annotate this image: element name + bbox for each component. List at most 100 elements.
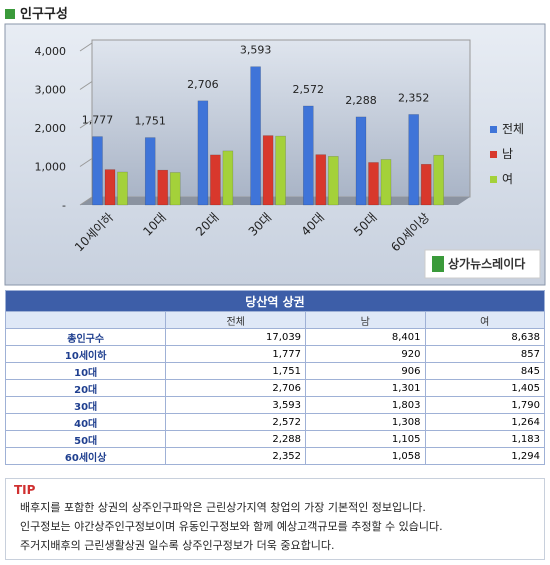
table-row: 10대 1,751 906 845 [4, 362, 546, 380]
cell: 8,401 [305, 328, 426, 346]
bar [315, 154, 327, 206]
data-label: 2,352 [398, 91, 430, 104]
row-label: 10세이하 [4, 345, 167, 363]
bar [250, 66, 261, 206]
cell: 1,301 [305, 379, 426, 397]
cell: 1,803 [305, 396, 426, 414]
cell: 8,638 [424, 328, 546, 346]
cell: 2,352 [165, 447, 307, 465]
cell: 2,572 [165, 413, 307, 431]
table-row: 10세이하 1,777 920 857 [4, 345, 546, 363]
data-label: 3,593 [240, 44, 272, 57]
tip-label: TIP [14, 483, 36, 497]
row-label: 40대 [4, 413, 167, 431]
legend-label: 남 [502, 147, 513, 161]
bar [197, 100, 209, 206]
bar [433, 154, 444, 206]
data-label: 2,572 [293, 83, 325, 96]
header-row: 전체 남 여 [4, 311, 546, 329]
row-label: 50대 [4, 430, 167, 448]
logo-text: 상가뉴스레이다 [448, 256, 525, 271]
header-title: 인구구성 [20, 7, 68, 22]
y-tick-label: 1,000 [35, 161, 67, 174]
cell: 1,790 [424, 396, 546, 414]
bar [328, 156, 339, 206]
bar [368, 162, 379, 206]
logo-icon [432, 256, 444, 272]
table-row: 40대 2,572 1,308 1,264 [4, 413, 546, 431]
cell: 920 [305, 345, 426, 363]
title-row: 당산역 상권 [5, 290, 545, 312]
cell: 857 [424, 345, 546, 363]
header-cell: 남 [305, 311, 426, 329]
bar [117, 171, 128, 206]
table-row: 총인구수 17,039 8,401 8,638 [4, 328, 546, 346]
tip-line: 인구정보는 야간상주인구정보이며 유동인구정보와 함께 예상고객규모를 추정할 … [20, 520, 443, 533]
header: 인구구성 [5, 3, 68, 22]
cell: 2,288 [165, 430, 307, 448]
grid-line [79, 119, 93, 129]
row-label: 60세이상 [4, 447, 167, 465]
data-table: 당산역 상권 전체 남 여 총인구수 17,039 8,401 8,638 10세이하 1,777… [4, 290, 546, 465]
legend-label: 여 [502, 172, 513, 186]
bar [303, 105, 314, 206]
table-row: 30대 3,593 1,803 1,790 [4, 396, 546, 414]
bar [144, 137, 156, 206]
y-tick-label: - [62, 199, 66, 212]
logo-box [424, 249, 541, 279]
grid-line [79, 158, 93, 167]
header-cell [4, 311, 167, 329]
chart: 상가뉴스레이다 -1,0002,0003,0004,0001,77710세이하1… [4, 23, 546, 286]
y-tick-label: 4,000 [35, 45, 67, 58]
y-tick-label: 2,000 [35, 122, 67, 135]
bar [355, 116, 367, 206]
cell: 1,405 [424, 379, 546, 397]
table-row: 20대 2,706 1,301 1,405 [4, 379, 546, 397]
row-label: 총인구수 [4, 328, 167, 346]
legend-label: 전체 [502, 122, 524, 136]
row-label: 30대 [4, 396, 167, 414]
bar [104, 169, 116, 206]
cell: 1,777 [165, 345, 307, 363]
cell: 845 [424, 362, 546, 380]
grid-line [79, 42, 93, 52]
data-label: 2,706 [187, 78, 219, 91]
cell: 2,706 [165, 379, 307, 397]
bar [420, 164, 432, 206]
bar [222, 150, 234, 206]
bar [92, 136, 103, 206]
data-label: 2,288 [345, 94, 377, 107]
cell: 1,294 [424, 447, 546, 465]
bar [169, 172, 181, 206]
bar [408, 114, 419, 206]
table-row: 50대 2,288 1,105 1,183 [4, 430, 546, 448]
tip-box: TIP 배후지를 포함한 상권의 상주인구파악은 근린상가지역 창업의 가장 기본… [5, 478, 545, 560]
bar [275, 135, 286, 206]
legend-swatch [490, 176, 497, 183]
y-tick-label: 3,000 [35, 84, 67, 97]
bar [380, 159, 392, 206]
tip-line: 배후지를 포함한 상권의 상주인구파악은 근린상가지역 창업의 가장 기본적인 … [20, 501, 426, 514]
cell: 906 [305, 362, 426, 380]
cell: 1,751 [165, 362, 307, 380]
data-label: 1,751 [134, 115, 166, 128]
row-label: 10대 [4, 362, 167, 380]
grid-line [79, 81, 93, 90]
legend-swatch [490, 151, 497, 158]
cell: 1,058 [305, 447, 426, 465]
cell: 3,593 [165, 396, 307, 414]
table-title: 당산역 상권 [5, 290, 545, 312]
cell: 1,183 [424, 430, 546, 448]
cell: 1,264 [424, 413, 546, 431]
grid-line [79, 196, 93, 206]
cell: 1,308 [305, 413, 426, 431]
cell: 1,105 [305, 430, 426, 448]
row-label: 20대 [4, 379, 167, 397]
cell: 17,039 [165, 328, 307, 346]
table-row: 60세이상 2,352 1,058 1,294 [4, 447, 546, 465]
bar [262, 135, 274, 206]
tip-line: 주거지배후의 근린생활상권 일수록 상주인구정보가 더욱 중요합니다. [20, 539, 335, 552]
bar [210, 154, 221, 206]
data-label: 1,777 [82, 114, 114, 127]
